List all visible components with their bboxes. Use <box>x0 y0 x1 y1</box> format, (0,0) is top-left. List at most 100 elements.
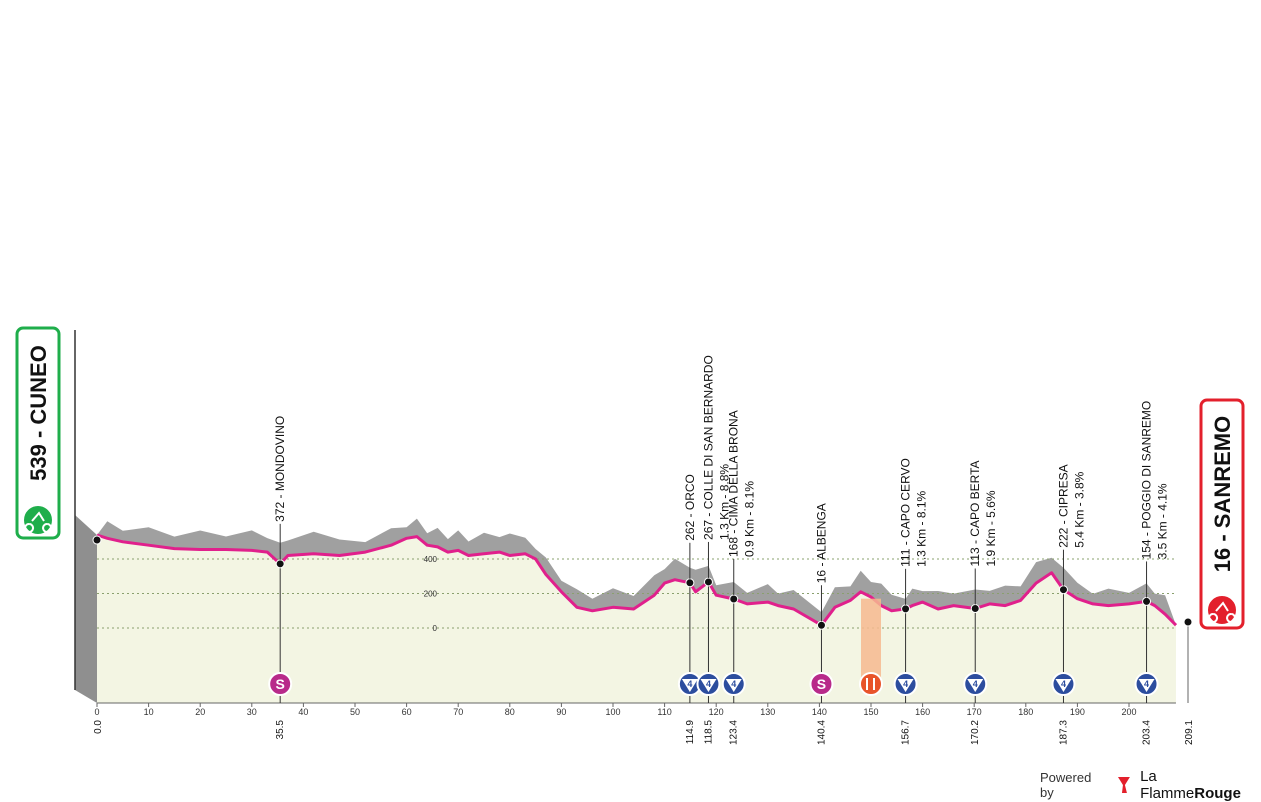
poi-km-label: 118.5 <box>703 720 714 745</box>
x-tick-label: 110 <box>657 707 671 717</box>
poi-km-label: 170.2 <box>970 720 981 745</box>
x-tick-label: 40 <box>298 707 308 717</box>
start-box-frame <box>15 326 61 540</box>
finish-dot <box>1183 617 1193 627</box>
poi-name-label: 372 - MONDOVINO <box>273 416 287 522</box>
x-tick-label: 60 <box>402 707 412 717</box>
start-dot <box>92 535 102 545</box>
kom-category-label: 4 <box>706 679 711 689</box>
x-tick-label: 150 <box>863 707 878 717</box>
poi-name-label: 1.9 Km - 5.6% <box>984 490 998 566</box>
x-tick-label: 90 <box>556 707 566 717</box>
poi-name-label: 168 - CIMA DELLA BRONA <box>727 410 741 557</box>
brand-name: La FlammeRouge <box>1140 768 1261 802</box>
kom-triangle-icon <box>725 679 742 692</box>
poi-name-label: 222 - CIPRESA <box>1056 464 1070 547</box>
kom-category-label: 4 <box>1144 679 1149 689</box>
poi-dot <box>703 577 713 587</box>
poi-dot <box>1058 585 1068 595</box>
x-tick-label: 80 <box>505 707 515 717</box>
x-tick-label: 160 <box>915 707 930 717</box>
profile-area <box>97 535 1176 703</box>
kom-triangle-icon <box>897 679 914 692</box>
poi-km-label: 140.4 <box>816 720 827 745</box>
poi-km-label: 123.4 <box>729 720 740 745</box>
laflammerouge-logo-icon <box>1118 777 1131 793</box>
x-tick-label: 180 <box>1018 707 1033 717</box>
y-tick-label: 200 <box>424 590 438 599</box>
sprint-icon-letter: S <box>276 676 285 692</box>
poi-dot <box>970 604 980 614</box>
x-tick-label: 130 <box>760 707 775 717</box>
x-tick-label: 20 <box>195 707 205 717</box>
poi-name-label: 154 - POGGIO DI SANREMO <box>1140 401 1154 560</box>
start-km-label: 0.0 <box>93 720 104 734</box>
sprint-icon <box>809 672 834 696</box>
kom-triangle-icon <box>700 679 717 692</box>
start-box-label: 539 - CUNEO <box>26 345 51 481</box>
x-tick-label: 50 <box>350 707 360 717</box>
kom-triangle-icon <box>1138 679 1155 692</box>
poi-km-label: 114.9 <box>685 720 696 745</box>
x-tick-label: 10 <box>144 707 154 717</box>
x-tick-label: 190 <box>1070 707 1085 717</box>
start-wedge <box>75 515 97 703</box>
kom-triangle-icon <box>1055 679 1072 692</box>
poi-km-label: 35.5 <box>275 720 286 740</box>
start-box-bike-glyph <box>24 511 53 533</box>
poi-dot <box>685 578 695 588</box>
kom-triangle-icon <box>681 679 698 692</box>
kom-category-label: 4 <box>1061 679 1066 689</box>
kom-category-label: 4 <box>903 679 908 689</box>
poi-name-label: 5.4 Km - 3.8% <box>1072 471 1086 547</box>
poi-dot <box>275 559 285 569</box>
poi-name-label: 111 - CAPO CERVO <box>899 458 913 567</box>
poi-dot <box>901 604 911 614</box>
poi-dot <box>1142 596 1152 606</box>
brand-name-bold: Rouge <box>1194 785 1241 802</box>
kom-triangle-icon <box>967 679 984 692</box>
poi-km-label: 203.4 <box>1142 720 1153 745</box>
terrain-band <box>97 518 1176 626</box>
x-tick-label: 0 <box>94 707 99 717</box>
finish-box-cyclist-icon <box>1206 594 1238 626</box>
poi-name-label: 16 - ALBENGA <box>814 503 828 583</box>
finish-km-label: 209.1 <box>1184 720 1195 745</box>
poi-dot <box>816 620 826 630</box>
sprint-icon-letter: S <box>817 676 826 692</box>
feed-zone-band <box>861 598 881 684</box>
start-box-cyclist-icon <box>22 504 54 536</box>
kom-category-label: 4 <box>973 679 978 689</box>
poi-name-label: 267 - COLLE DI SAN BERNARDO <box>701 355 715 540</box>
x-tick-label: 30 <box>247 707 257 717</box>
profile-line <box>96 533 1178 627</box>
x-tick-label: 200 <box>1121 707 1136 717</box>
poi-name-label: 262 - ORCO <box>683 474 697 541</box>
poi-name-label: 1.3 Km - 8.1% <box>915 490 929 566</box>
feed-zone-icon <box>859 672 883 696</box>
poi-name-label: 0.9 Km - 8.1% <box>743 481 757 557</box>
poi-dot <box>729 594 739 604</box>
x-tick-label: 100 <box>605 707 620 717</box>
powered-by-text: Powered by <box>1040 770 1092 800</box>
brand-name-plain: La Flamme <box>1140 768 1195 802</box>
finish-box-bike-glyph <box>1208 601 1237 623</box>
x-tick-label: 140 <box>812 707 827 717</box>
x-tick-label: 120 <box>709 707 724 717</box>
x-tick-label: 170 <box>967 707 982 717</box>
sprint-icon <box>268 672 293 696</box>
kom-category-label: 4 <box>687 679 692 689</box>
footer: Powered by La FlammeRouge <box>1040 768 1261 802</box>
y-tick-label: 400 <box>424 555 438 564</box>
poi-km-label: 156.7 <box>901 720 912 745</box>
finish-box-label: 16 - SANREMO <box>1210 416 1235 572</box>
finish-box-frame <box>1199 398 1245 630</box>
poi-name-label: 1.3 Km - 8.8% <box>717 464 731 540</box>
kom-category-label: 4 <box>731 679 736 689</box>
x-tick-label: 70 <box>453 707 463 717</box>
poi-km-label: 187.3 <box>1058 720 1069 745</box>
finish-box: 16 - SANREMO <box>1199 398 1245 630</box>
cutlery-icon <box>866 678 875 690</box>
start-box: 539 - CUNEO <box>15 326 61 540</box>
